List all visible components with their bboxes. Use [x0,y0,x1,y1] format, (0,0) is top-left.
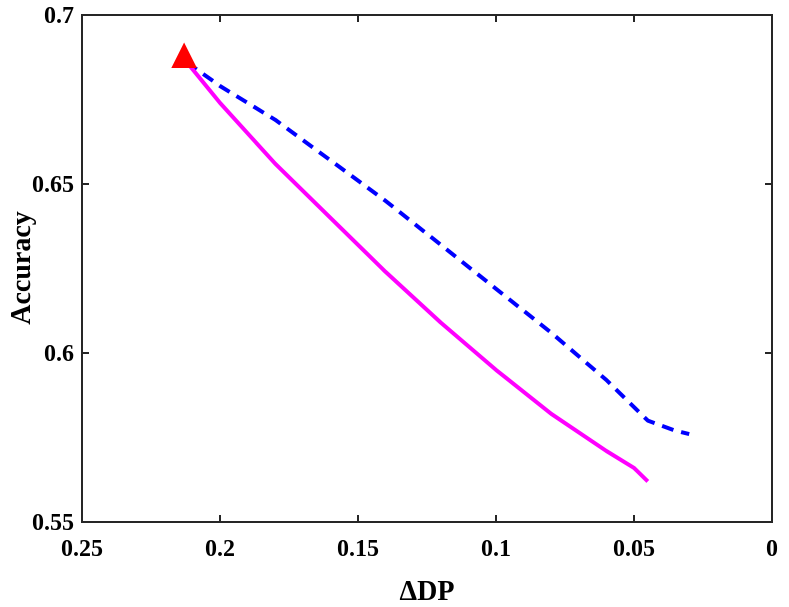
x-tick-label: 0 [766,536,778,562]
y-tick-label: 0.65 [32,172,74,198]
tick-layer: 0.25 0.2 0.15 0.1 0.05 0 0.55 0.6 0.65 0.7 [32,3,778,562]
series-line-1 [185,60,690,437]
marker-layer [171,42,197,69]
y-tick-label: 0.7 [44,3,74,29]
x-axis-label: ΔDP [400,576,455,607]
x-tick-label: 0.1 [481,536,511,562]
y-tick-label: 0.55 [32,510,74,536]
plot-area [81,14,773,523]
x-tick-label: 0.2 [205,536,235,562]
x-tick-label: 0.05 [613,536,655,562]
series-line-2 [185,61,650,483]
x-tick-label: 0.15 [337,536,379,562]
triangle-marker [171,42,197,69]
y-tick-label: 0.6 [44,341,74,367]
y-axis-label: Accuracy [6,211,37,325]
series-layer [185,60,690,483]
x-tick-label: 0.25 [61,536,103,562]
